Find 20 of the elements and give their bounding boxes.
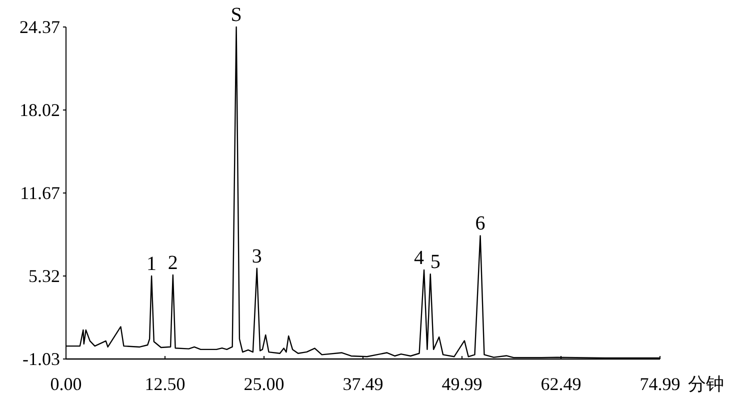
x-tick-label: 12.50 <box>144 374 186 394</box>
x-axis-title: 分钟 <box>688 374 724 394</box>
annotation: 3 <box>252 245 262 268</box>
annotation: S <box>230 4 242 26</box>
y-tick-label: -1.03 <box>22 349 60 369</box>
y-tick-label: 18.02 <box>20 100 60 120</box>
x-tick-label: 37.49 <box>342 374 384 394</box>
y-tick-label: 24.37 <box>20 17 60 37</box>
x-tick-label: 49.99 <box>442 374 482 394</box>
annotation: 5 <box>430 251 440 274</box>
x-tick-label: 74.99 <box>640 374 680 394</box>
annotation: 4 <box>414 246 424 269</box>
annotation: 6 <box>475 212 486 235</box>
x-tick-label: 0.00 <box>50 374 82 394</box>
x-tick-label: 62.49 <box>540 374 582 394</box>
y-tick-label: 11.67 <box>20 183 60 203</box>
y-tick-label: 5.32 <box>28 266 60 286</box>
annotation: 2 <box>168 252 178 274</box>
annotation: 1 <box>146 253 157 275</box>
x-tick-label: 25.00 <box>244 374 284 394</box>
